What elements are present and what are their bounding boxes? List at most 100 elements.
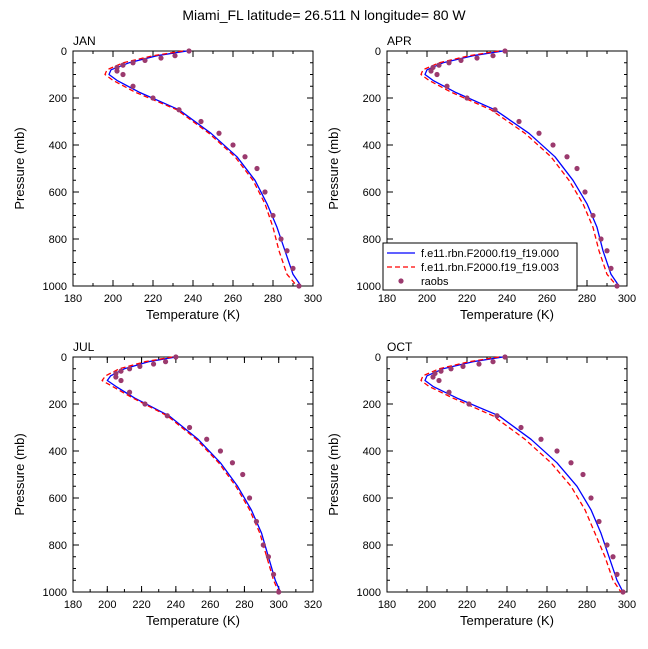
y-tick-label: 200 [49,93,67,105]
raobs-point [502,354,508,360]
x-tick-label: 220 [144,293,162,305]
raobs-point [118,377,124,384]
y-tick-label: 400 [363,140,381,152]
raobs-point [474,55,480,61]
raobs-point [574,165,580,172]
panel-label: JAN [73,34,96,48]
raobs-point [172,53,178,59]
series-003-line [104,50,298,287]
x-axis-label: Temperature (K) [146,307,240,322]
x-tick-label: 280 [264,293,282,305]
raobs-point [538,436,544,442]
raobs-point [446,389,452,395]
raobs-point [126,389,133,395]
raobs-point [604,542,610,548]
raobs-point [242,154,248,160]
raobs-point [198,118,204,125]
x-axis-label: Temperature (K) [460,613,554,628]
y-tick-label: 1000 [43,587,67,599]
raobs-point [142,401,148,407]
y-axis-label: Pressure (mb) [12,127,27,209]
x-tick-label: 260 [538,599,556,611]
y-tick-label: 600 [49,493,67,505]
panel-jan: 180 200 220 240 260 280 300 0 200 400 600 800 1000 Te… [12,34,322,322]
raobs-point [502,48,508,54]
raobs-point [254,165,260,172]
raobs-point [430,374,436,380]
raobs-point [158,55,164,61]
raobs-point [564,154,570,160]
raobs-point [490,53,496,59]
y-tick-label: 600 [363,493,381,505]
raobs-point [608,265,614,271]
raobs-point [588,495,594,501]
raobs-point [296,283,302,289]
x-tick-label: 200 [98,599,116,611]
raobs-point [436,377,442,384]
x-tick-label: 300 [618,599,636,611]
y-tick-label: 1000 [357,281,381,293]
raobs-point [150,361,157,367]
x-tick-label: 300 [618,293,636,305]
x-tick-label: 180 [64,599,82,611]
x-tick-label: 280 [235,599,253,611]
y-tick-label: 1000 [43,281,67,293]
raobs-point [492,107,498,113]
raobs-point [466,401,472,407]
raobs-point [270,571,277,577]
panel-oct: 180 200 220 240 260 280 300 0 200 400 600 800 1000 Te… [326,340,636,628]
raobs-point [428,68,434,74]
raobs-point [284,248,290,254]
raobs-point [278,236,284,242]
raobs-point [536,130,542,136]
y-tick-label: 200 [363,93,381,105]
raobs-point [464,95,470,101]
raobs-point [126,366,133,372]
raobs-point [142,57,148,64]
plot-frame [386,356,628,593]
x-tick-label: 280 [578,293,596,305]
panel-label: OCT [387,340,413,354]
raobs-point [229,460,236,466]
y-axis-label: Pressure (mb) [326,127,341,209]
y-tick-label: 1000 [357,587,381,599]
raobs-point [130,83,136,89]
legend: f.e11.rbn.F2000.f19_f19.000 f.e11.rbn.F20… [382,242,578,291]
x-tick-label: 240 [184,293,202,305]
y-tick-label: 0 [61,352,67,364]
x-tick-label: 300 [304,293,322,305]
raobs-point [460,363,466,369]
raobs-point [490,359,496,365]
raobs-point [204,436,210,442]
legend-label: f.e11.rbn.F2000.f19_f19.000 [421,248,559,260]
y-tick-label: 0 [375,46,381,58]
x-tick-label: 200 [418,599,436,611]
raobs-point [582,189,588,195]
y-tick-label: 400 [49,140,67,152]
y-tick-label: 200 [363,399,381,411]
raobs-point [216,130,222,136]
raobs-point [162,359,169,365]
y-axis-label: Pressure (mb) [326,433,341,515]
y-tick-label: 800 [49,540,67,552]
raobs-point [230,142,236,148]
figure-title: Miami_FL latitude= 26.511 N longitude= 8… [182,7,466,23]
raobs-point [260,542,266,548]
raobs-point [614,571,620,577]
y-tick-label: 800 [363,540,381,552]
x-tick-label: 220 [132,599,150,611]
y-tick-label: 600 [363,187,381,199]
x-axis-label: Temperature (K) [146,613,240,628]
raobs-point [173,354,179,360]
raobs-point [610,554,616,560]
x-tick-label: 200 [104,293,122,305]
raobs-point [446,60,452,66]
y-tick-label: 800 [363,234,381,246]
raobs-point [620,589,626,595]
raobs-point [253,518,260,525]
raobs-point [434,71,440,78]
raobs-point [516,118,522,125]
raobs-point [580,471,586,478]
raobs-point [476,361,482,367]
